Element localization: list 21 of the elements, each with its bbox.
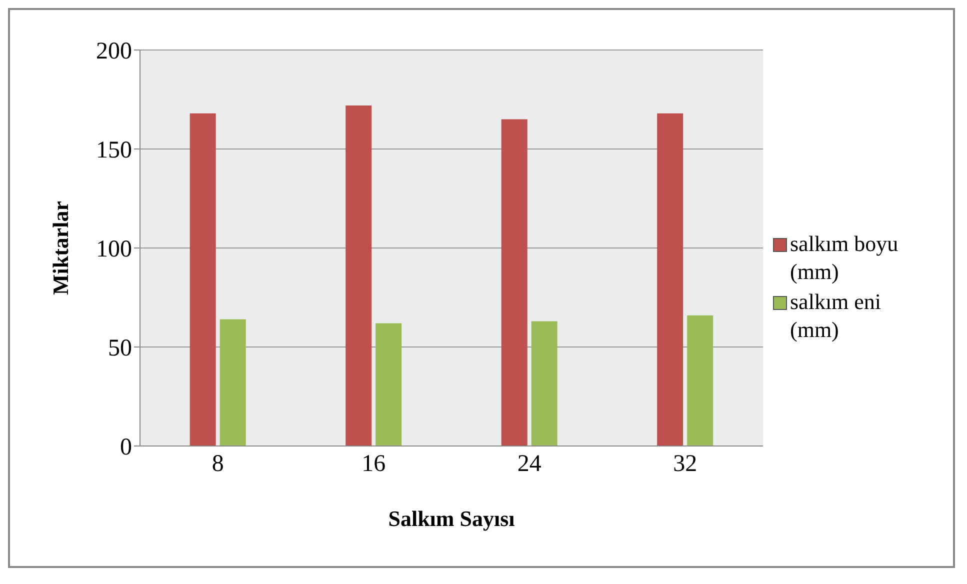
x-tick-label: 16 xyxy=(362,451,386,478)
y-tick-label: 200 xyxy=(96,38,132,65)
bar xyxy=(220,319,246,446)
y-tick-label: 0 xyxy=(120,434,132,461)
bar xyxy=(346,105,372,446)
x-tick-label: 24 xyxy=(517,451,542,478)
x-tick-label: 8 xyxy=(212,451,224,478)
bar xyxy=(190,113,216,446)
bar xyxy=(687,315,714,446)
legend-label: salkım eni (mm) xyxy=(790,288,882,344)
y-tick-label: 150 xyxy=(96,138,132,164)
legend-label: salkım boyu (mm) xyxy=(790,230,900,286)
bar xyxy=(531,321,558,446)
x-axis-title: Salkım Sayısı xyxy=(388,506,515,531)
y-tick-label: 50 xyxy=(108,336,132,362)
x-tick-label: 32 xyxy=(673,451,698,478)
y-tick-label: 100 xyxy=(96,236,132,263)
bar xyxy=(657,113,684,446)
bar xyxy=(376,323,402,446)
bar xyxy=(501,119,528,446)
y-axis-title: Miktarlar xyxy=(48,200,73,296)
